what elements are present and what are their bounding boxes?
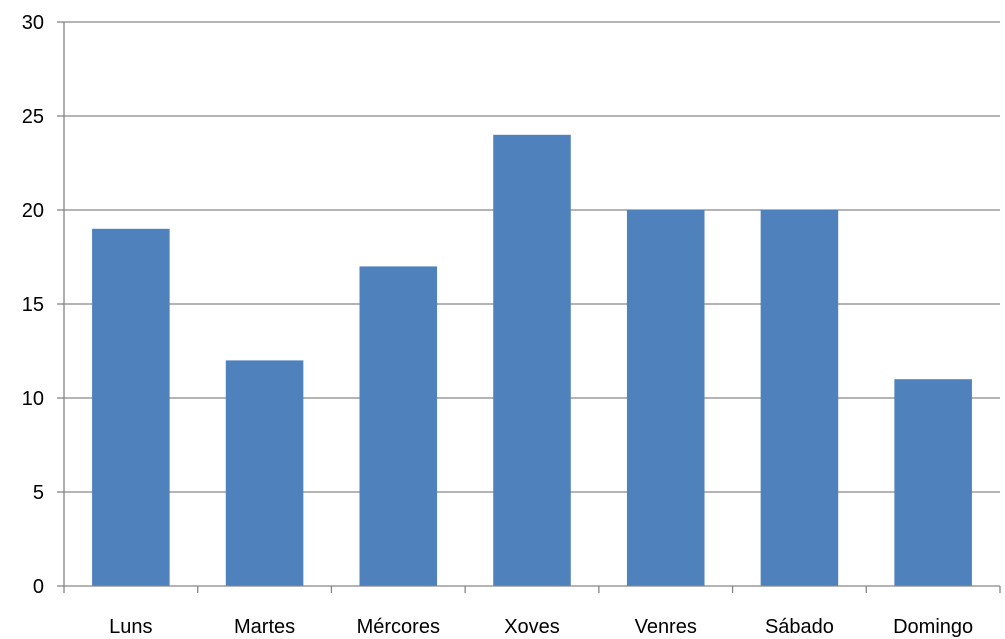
bar-sábado <box>760 210 839 586</box>
y-tick-label: 10 <box>22 388 44 410</box>
y-tick-label: 15 <box>22 294 44 316</box>
y-tick-label: 25 <box>22 106 44 128</box>
y-tick-label: 20 <box>22 200 44 222</box>
x-tick-label: Martes <box>234 616 295 638</box>
x-tick-label: Sábado <box>765 616 834 638</box>
y-tick-labels: 0 5 10 15 20 25 30 <box>22 12 44 598</box>
y-tick-label: 30 <box>22 12 44 34</box>
x-tick-label: Venres <box>635 616 697 638</box>
x-tick-label: Domingo <box>893 616 973 638</box>
bar-xoves <box>493 134 571 587</box>
bar-mércores <box>359 266 438 586</box>
bar-domingo <box>894 379 972 586</box>
bar-martes <box>225 360 304 586</box>
x-tick-label: Mércores <box>357 616 440 638</box>
bars <box>92 134 972 587</box>
x-tick-labels: Luns Martes Mércores Xoves Venres Sábado Domin… <box>109 616 973 638</box>
bar-venres <box>626 210 705 586</box>
axes <box>57 21 1001 593</box>
x-tick-label: Xoves <box>504 616 560 638</box>
x-tick-label: Luns <box>109 616 152 638</box>
y-tick-label: 5 <box>33 482 44 504</box>
bar-luns <box>92 228 170 587</box>
y-tick-label: 0 <box>33 576 44 598</box>
